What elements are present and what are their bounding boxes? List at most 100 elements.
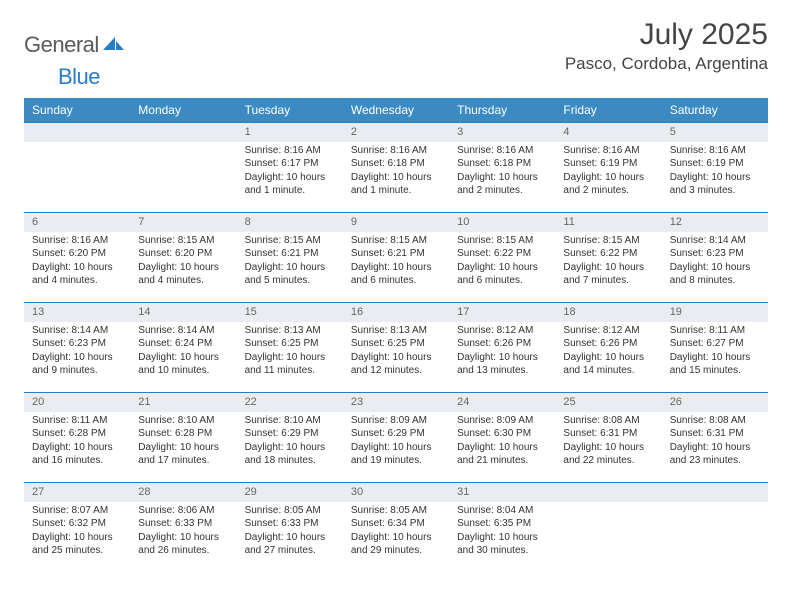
cell-body: Sunrise: 8:16 AMSunset: 6:20 PMDaylight:… bbox=[24, 232, 130, 292]
calendar-cell: 7Sunrise: 8:15 AMSunset: 6:20 PMDaylight… bbox=[130, 213, 236, 303]
calendar-week: 6Sunrise: 8:16 AMSunset: 6:20 PMDaylight… bbox=[24, 213, 768, 303]
cell-body: Sunrise: 8:09 AMSunset: 6:30 PMDaylight:… bbox=[449, 412, 555, 472]
daylight-text: Daylight: 10 hours and 2 minutes. bbox=[457, 171, 547, 198]
sunrise-text: Sunrise: 8:14 AM bbox=[670, 234, 760, 248]
sunset-text: Sunset: 6:31 PM bbox=[670, 427, 760, 441]
daylight-text: Daylight: 10 hours and 26 minutes. bbox=[138, 531, 228, 558]
day-number bbox=[130, 123, 236, 142]
sunset-text: Sunset: 6:20 PM bbox=[138, 247, 228, 261]
sunrise-text: Sunrise: 8:09 AM bbox=[457, 414, 547, 428]
daylight-text: Daylight: 10 hours and 6 minutes. bbox=[351, 261, 441, 288]
sunrise-text: Sunrise: 8:15 AM bbox=[457, 234, 547, 248]
daylight-text: Daylight: 10 hours and 2 minutes. bbox=[563, 171, 653, 198]
sunset-text: Sunset: 6:26 PM bbox=[563, 337, 653, 351]
cell-body: Sunrise: 8:11 AMSunset: 6:27 PMDaylight:… bbox=[662, 322, 768, 382]
daylight-text: Daylight: 10 hours and 7 minutes. bbox=[563, 261, 653, 288]
day-number: 31 bbox=[449, 483, 555, 502]
calendar-cell: 9Sunrise: 8:15 AMSunset: 6:21 PMDaylight… bbox=[343, 213, 449, 303]
day-header: Sunday bbox=[24, 98, 130, 123]
sunset-text: Sunset: 6:19 PM bbox=[670, 157, 760, 171]
sunrise-text: Sunrise: 8:12 AM bbox=[563, 324, 653, 338]
daylight-text: Daylight: 10 hours and 16 minutes. bbox=[32, 441, 122, 468]
day-number: 8 bbox=[237, 213, 343, 232]
sunrise-text: Sunrise: 8:16 AM bbox=[245, 144, 335, 158]
calendar-body: 1Sunrise: 8:16 AMSunset: 6:17 PMDaylight… bbox=[24, 123, 768, 573]
sunrise-text: Sunrise: 8:15 AM bbox=[351, 234, 441, 248]
cell-body: Sunrise: 8:14 AMSunset: 6:23 PMDaylight:… bbox=[662, 232, 768, 292]
day-number: 27 bbox=[24, 483, 130, 502]
day-number bbox=[24, 123, 130, 142]
cell-body: Sunrise: 8:14 AMSunset: 6:23 PMDaylight:… bbox=[24, 322, 130, 382]
cell-body: Sunrise: 8:05 AMSunset: 6:34 PMDaylight:… bbox=[343, 502, 449, 562]
sunset-text: Sunset: 6:22 PM bbox=[563, 247, 653, 261]
sunset-text: Sunset: 6:23 PM bbox=[670, 247, 760, 261]
cell-body: Sunrise: 8:16 AMSunset: 6:18 PMDaylight:… bbox=[449, 142, 555, 202]
sunrise-text: Sunrise: 8:09 AM bbox=[351, 414, 441, 428]
day-number: 22 bbox=[237, 393, 343, 412]
day-number: 19 bbox=[662, 303, 768, 322]
calendar-cell: 6Sunrise: 8:16 AMSunset: 6:20 PMDaylight… bbox=[24, 213, 130, 303]
daylight-text: Daylight: 10 hours and 22 minutes. bbox=[563, 441, 653, 468]
sunset-text: Sunset: 6:29 PM bbox=[351, 427, 441, 441]
day-number: 10 bbox=[449, 213, 555, 232]
calendar-cell: 19Sunrise: 8:11 AMSunset: 6:27 PMDayligh… bbox=[662, 303, 768, 393]
calendar: SundayMondayTuesdayWednesdayThursdayFrid… bbox=[24, 98, 768, 573]
cell-body: Sunrise: 8:15 AMSunset: 6:21 PMDaylight:… bbox=[343, 232, 449, 292]
daylight-text: Daylight: 10 hours and 13 minutes. bbox=[457, 351, 547, 378]
page: General July 2025 Pasco, Cordoba, Argent… bbox=[0, 0, 792, 573]
daylight-text: Daylight: 10 hours and 12 minutes. bbox=[351, 351, 441, 378]
calendar-cell: 25Sunrise: 8:08 AMSunset: 6:31 PMDayligh… bbox=[555, 393, 661, 483]
cell-body: Sunrise: 8:16 AMSunset: 6:17 PMDaylight:… bbox=[237, 142, 343, 202]
daylight-text: Daylight: 10 hours and 25 minutes. bbox=[32, 531, 122, 558]
day-header: Wednesday bbox=[343, 98, 449, 123]
sunrise-text: Sunrise: 8:05 AM bbox=[351, 504, 441, 518]
sunset-text: Sunset: 6:33 PM bbox=[138, 517, 228, 531]
daylight-text: Daylight: 10 hours and 27 minutes. bbox=[245, 531, 335, 558]
calendar-cell: 31Sunrise: 8:04 AMSunset: 6:35 PMDayligh… bbox=[449, 483, 555, 573]
day-number: 25 bbox=[555, 393, 661, 412]
sunrise-text: Sunrise: 8:14 AM bbox=[32, 324, 122, 338]
calendar-cell bbox=[662, 483, 768, 573]
day-number: 30 bbox=[343, 483, 449, 502]
daylight-text: Daylight: 10 hours and 3 minutes. bbox=[670, 171, 760, 198]
sunset-text: Sunset: 6:27 PM bbox=[670, 337, 760, 351]
sunrise-text: Sunrise: 8:04 AM bbox=[457, 504, 547, 518]
calendar-cell: 13Sunrise: 8:14 AMSunset: 6:23 PMDayligh… bbox=[24, 303, 130, 393]
sunset-text: Sunset: 6:26 PM bbox=[457, 337, 547, 351]
day-number: 9 bbox=[343, 213, 449, 232]
cell-body: Sunrise: 8:08 AMSunset: 6:31 PMDaylight:… bbox=[555, 412, 661, 472]
sunrise-text: Sunrise: 8:16 AM bbox=[670, 144, 760, 158]
sunrise-text: Sunrise: 8:08 AM bbox=[563, 414, 653, 428]
day-header: Monday bbox=[130, 98, 236, 123]
day-number: 14 bbox=[130, 303, 236, 322]
day-header: Thursday bbox=[449, 98, 555, 123]
sunset-text: Sunset: 6:23 PM bbox=[32, 337, 122, 351]
sunrise-text: Sunrise: 8:15 AM bbox=[245, 234, 335, 248]
cell-body: Sunrise: 8:10 AMSunset: 6:29 PMDaylight:… bbox=[237, 412, 343, 472]
daylight-text: Daylight: 10 hours and 6 minutes. bbox=[457, 261, 547, 288]
cell-body: Sunrise: 8:15 AMSunset: 6:22 PMDaylight:… bbox=[555, 232, 661, 292]
sunrise-text: Sunrise: 8:10 AM bbox=[245, 414, 335, 428]
cell-body: Sunrise: 8:08 AMSunset: 6:31 PMDaylight:… bbox=[662, 412, 768, 472]
sunset-text: Sunset: 6:18 PM bbox=[457, 157, 547, 171]
cell-body: Sunrise: 8:15 AMSunset: 6:22 PMDaylight:… bbox=[449, 232, 555, 292]
sunset-text: Sunset: 6:18 PM bbox=[351, 157, 441, 171]
daylight-text: Daylight: 10 hours and 10 minutes. bbox=[138, 351, 228, 378]
calendar-cell bbox=[555, 483, 661, 573]
daylight-text: Daylight: 10 hours and 8 minutes. bbox=[670, 261, 760, 288]
daylight-text: Daylight: 10 hours and 11 minutes. bbox=[245, 351, 335, 378]
sunrise-text: Sunrise: 8:16 AM bbox=[32, 234, 122, 248]
daylight-text: Daylight: 10 hours and 5 minutes. bbox=[245, 261, 335, 288]
calendar-cell: 20Sunrise: 8:11 AMSunset: 6:28 PMDayligh… bbox=[24, 393, 130, 483]
day-number: 17 bbox=[449, 303, 555, 322]
daylight-text: Daylight: 10 hours and 18 minutes. bbox=[245, 441, 335, 468]
sunrise-text: Sunrise: 8:05 AM bbox=[245, 504, 335, 518]
daylight-text: Daylight: 10 hours and 15 minutes. bbox=[670, 351, 760, 378]
sunrise-text: Sunrise: 8:16 AM bbox=[563, 144, 653, 158]
day-number bbox=[662, 483, 768, 502]
logo: General bbox=[24, 18, 125, 58]
calendar-cell: 22Sunrise: 8:10 AMSunset: 6:29 PMDayligh… bbox=[237, 393, 343, 483]
sunset-text: Sunset: 6:32 PM bbox=[32, 517, 122, 531]
daylight-text: Daylight: 10 hours and 1 minute. bbox=[245, 171, 335, 198]
calendar-cell: 11Sunrise: 8:15 AMSunset: 6:22 PMDayligh… bbox=[555, 213, 661, 303]
